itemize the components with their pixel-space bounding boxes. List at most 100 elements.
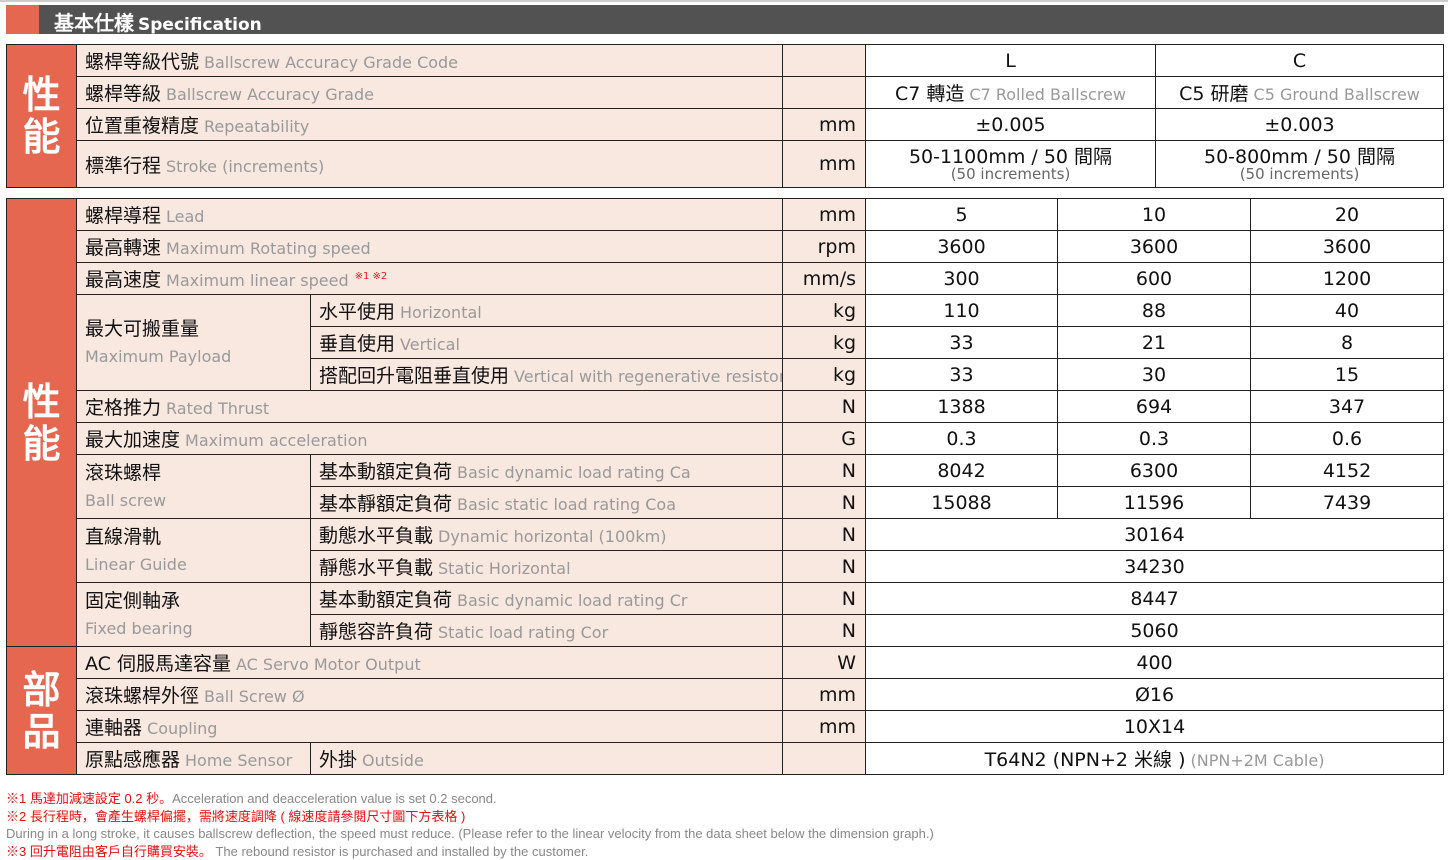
label-zh: 定格推力 xyxy=(85,397,162,419)
value: ±0.005 xyxy=(975,113,1046,136)
value: L xyxy=(1005,49,1016,72)
value: 88 xyxy=(1141,299,1167,322)
label-zh: 連軸器 xyxy=(85,717,143,739)
value: 1200 xyxy=(1322,267,1372,290)
unit-cell: mm/s xyxy=(782,262,867,295)
value: 8042 xyxy=(937,459,986,482)
unit-cell: W xyxy=(782,646,867,679)
value-cell: ±0.005 xyxy=(865,108,1156,141)
value-cell: 30164 xyxy=(865,518,1445,551)
row-label: 原點感應器 Home Sensor xyxy=(76,742,311,775)
section-label-text: 性能 xyxy=(22,73,61,159)
value-cell: 8042 xyxy=(865,454,1059,487)
footnote-en: The rebound resistor is purchased and in… xyxy=(211,843,589,859)
value-cell: 34230 xyxy=(865,550,1445,583)
value-en: C7 Rolled Ballscrew xyxy=(969,85,1126,104)
section-label-text: 性能 xyxy=(22,379,61,466)
row-label: 最高轉速 Maximum Rotating speed xyxy=(75,230,784,263)
value-cell: 50-800mm / 50 間隔 (50 increments) xyxy=(1155,140,1444,188)
table-row: 標準行程 Stroke (increments) mm 50-1100mm / 50 … xyxy=(7,140,1444,188)
group-zh: 固定側軸承 xyxy=(85,589,181,612)
value-cell: 3600 xyxy=(1057,230,1252,263)
value: 3600 xyxy=(937,235,986,258)
value-cell: 8447 xyxy=(865,582,1445,615)
label-en: Vertical with regenerative resistor xyxy=(514,367,783,386)
footnote: During in a long stroke, it causes balls… xyxy=(6,825,934,843)
unit-cell: mm xyxy=(782,140,866,188)
value-cell: T64N2 (NPN+2 米線 ) (NPN+2M Cable) xyxy=(865,742,1445,775)
unit-cell: mm xyxy=(782,198,867,231)
unit-cell: mm xyxy=(782,710,867,743)
footnote-zh: ※2 長行程時，會產生螺桿偏擺，需將速度調降 ( 線速度請參閱尺寸圖下方表格 ) xyxy=(6,808,466,824)
value-cell: 10 xyxy=(1057,198,1252,231)
value: 300 xyxy=(943,267,980,290)
group-en: Ball screw xyxy=(85,490,167,510)
label-zh: 螺桿等級代號 xyxy=(85,51,200,73)
unit-cell xyxy=(782,44,866,77)
row-label: 靜態容許負荷 Static load rating Cor xyxy=(309,614,784,647)
value: 3600 xyxy=(1129,235,1179,258)
value: 10X14 xyxy=(1123,715,1186,738)
value-cell: 8 xyxy=(1250,326,1445,359)
value: 15 xyxy=(1334,363,1360,386)
value: 40 xyxy=(1334,299,1360,322)
table-row: 直線滑軌 Linear Guide 動態水平負載 Dynamic horizontal… xyxy=(7,518,1445,583)
value-cell: 50-1100mm / 50 間隔 (50 increments) xyxy=(865,140,1156,188)
value: Ø16 xyxy=(1134,683,1175,706)
label-en: Ballscrew Accuracy Grade Code xyxy=(204,53,459,72)
value: 0.3 xyxy=(946,427,977,450)
value-cell: 600 xyxy=(1057,262,1252,295)
value-cell: 0.6 xyxy=(1250,422,1445,455)
label-en: Dynamic horizontal (100km) xyxy=(438,527,667,546)
value-cell: 1200 xyxy=(1250,262,1445,295)
group-label: 滾珠螺桿 Ball screw xyxy=(76,454,311,519)
top-rule xyxy=(0,0,1448,2)
row-label: 標準行程 Stroke (increments) xyxy=(76,140,783,188)
table-row: 垂直使用 Vertical kg 33 21 8 xyxy=(7,326,1445,359)
group-en: Linear Guide xyxy=(85,554,187,574)
row-label: 連軸器 Coupling xyxy=(75,710,784,743)
value-cell: 300 xyxy=(865,262,1059,295)
label-zh: 動態水平負載 xyxy=(319,525,434,547)
value: 7439 xyxy=(1322,491,1372,514)
value-cell: 4152 xyxy=(1250,454,1445,487)
group-label: 直線滑軌 Linear Guide xyxy=(76,518,311,583)
section-label: 性能 xyxy=(6,44,77,188)
unit-cell: N xyxy=(782,582,867,615)
unit-cell: N xyxy=(782,390,867,423)
group-label: 固定側軸承 Fixed bearing xyxy=(76,582,311,647)
value: 600 xyxy=(1135,267,1173,290)
label-zh: 螺桿等級 xyxy=(85,83,162,105)
value-cell: C5 研磨 C5 Ground Ballscrew xyxy=(1155,76,1444,109)
value: 347 xyxy=(1328,395,1366,418)
footnote-zh: ※3 回升電阻由客戶自行購買安裝。 xyxy=(6,843,212,859)
value-cell: 694 xyxy=(1057,390,1252,423)
label-zh: 垂直使用 xyxy=(319,333,396,355)
row-label: 動態水平負載 Dynamic horizontal (100km) xyxy=(309,518,784,551)
header-accent xyxy=(6,5,39,34)
label-zh: 最高轉速 xyxy=(85,237,162,259)
label-zh: 最高速度 xyxy=(85,269,162,291)
label-zh: 基本動額定負荷 xyxy=(319,461,453,483)
value-cell: 88 xyxy=(1057,294,1252,327)
table-row: 最高速度 Maximum linear speed ※1 ※2 mm/s 300 600 1… xyxy=(7,262,1445,295)
value-cell: C xyxy=(1155,44,1444,77)
label-en: Vertical xyxy=(400,335,460,354)
value-cell: 7439 xyxy=(1250,486,1445,519)
value-cell: 5 xyxy=(865,198,1059,231)
row-label: 位置重複精度 Repeatability xyxy=(76,108,783,141)
value: 30164 xyxy=(1124,523,1185,546)
value: 694 xyxy=(1135,395,1173,418)
value-cell: 15088 xyxy=(865,486,1059,519)
spec-table-grade: 性能 螺桿等級代號 Ballscrew Accuracy Grade Code L C 螺… xyxy=(6,44,1444,188)
label-en: Coupling xyxy=(147,719,218,738)
value-cell: 33 xyxy=(865,326,1059,359)
value-cell: 33 xyxy=(865,358,1059,391)
value-en: C5 Ground Ballscrew xyxy=(1253,85,1420,104)
value-cell: Ø16 xyxy=(865,678,1445,711)
value: 50-800mm / 50 間隔 xyxy=(1203,145,1395,168)
table-row: 靜態水平負載 Static Horizontal N 34230 xyxy=(7,550,1445,583)
label-en: Ballscrew Accuracy Grade xyxy=(166,85,374,104)
value: 20 xyxy=(1334,203,1360,226)
